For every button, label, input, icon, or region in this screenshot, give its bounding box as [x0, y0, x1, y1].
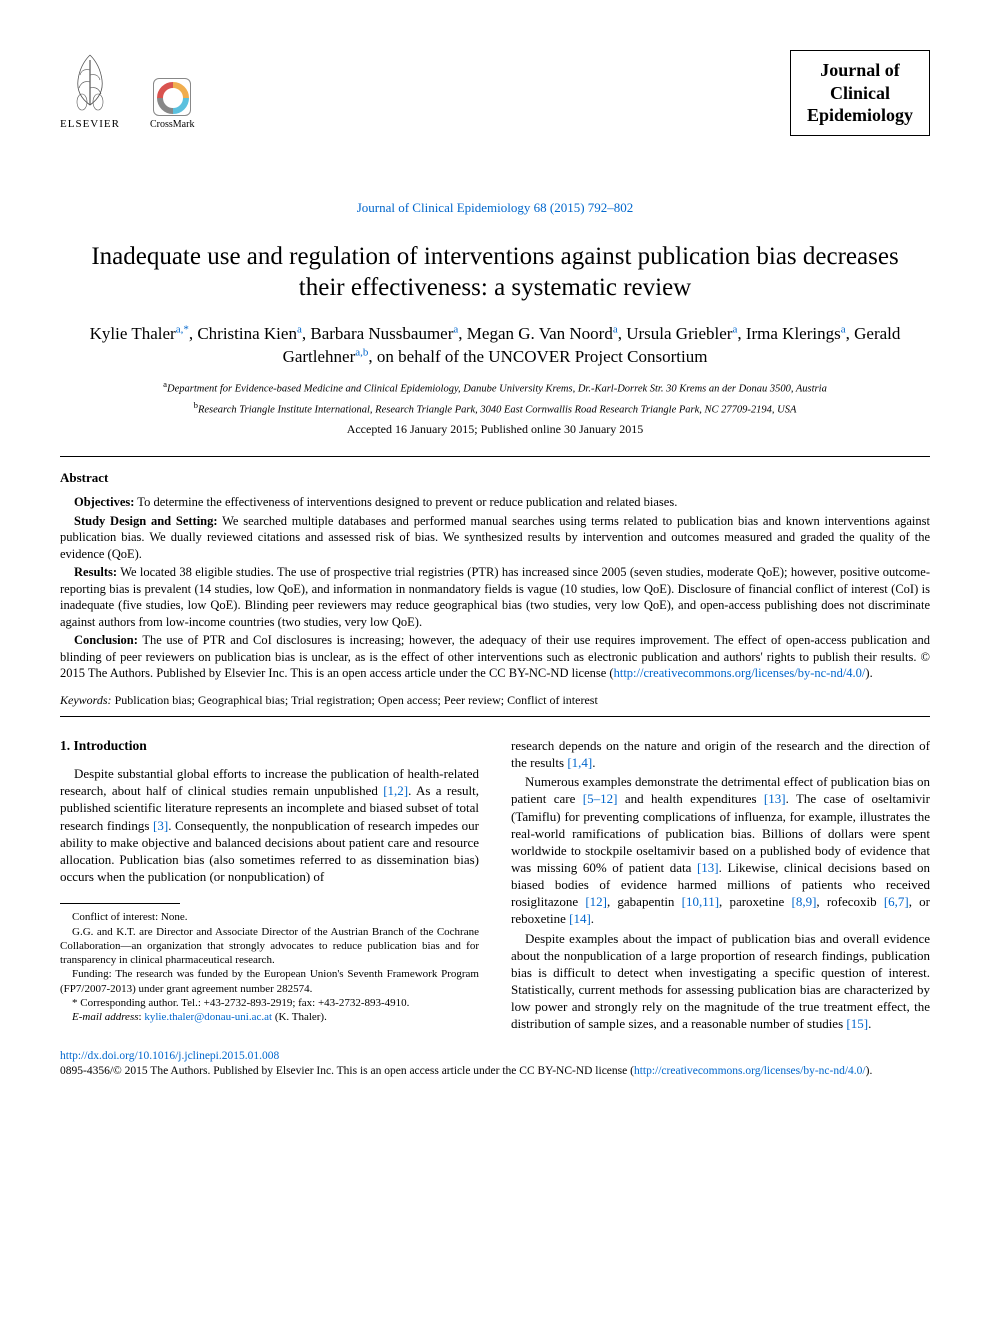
keywords-label: Keywords:	[60, 693, 112, 707]
footnote-rule	[60, 903, 180, 904]
cc-license-link[interactable]: http://creativecommons.org/licenses/by-n…	[614, 666, 866, 680]
journal-box-line2: Clinical	[803, 82, 917, 105]
rule-top	[60, 456, 930, 457]
doi-link[interactable]: http://dx.doi.org/10.1016/j.jclinepi.201…	[60, 1050, 279, 1062]
journal-citation[interactable]: Journal of Clinical Epidemiology 68 (201…	[60, 144, 930, 217]
affiliation-a: aDepartment for Evidence-based Medicine …	[60, 379, 930, 397]
cite-8-9[interactable]: [8,9]	[792, 894, 817, 909]
journal-title-box: Journal of Clinical Epidemiology	[790, 50, 930, 136]
footnote-note1: G.G. and K.T. are Director and Associate…	[60, 925, 479, 968]
results-text: We located 38 eligible studies. The use …	[60, 565, 930, 629]
cite-13b[interactable]: [13]	[697, 860, 719, 875]
abstract-conclusion: Conclusion: The use of PTR and CoI discl…	[60, 632, 930, 682]
cite-15[interactable]: [15]	[846, 1016, 868, 1031]
cite-1-4[interactable]: [1,4]	[567, 755, 592, 770]
footnote-corresponding: * Corresponding author. Tel.: +43-2732-8…	[60, 996, 479, 1010]
right-column: research depends on the nature and origi…	[511, 737, 930, 1035]
page-header: ELSEVIER CrossMark Journal of Clinical	[60, 50, 930, 136]
design-label: Study Design and Setting:	[74, 514, 218, 528]
conclusion-text-2: ).	[865, 666, 872, 680]
footnote-funding: Funding: The research was funded by the …	[60, 967, 479, 996]
elsevier-tree-icon	[60, 50, 120, 115]
crossmark-icon	[153, 78, 191, 116]
cite-1-2[interactable]: [1,2]	[383, 783, 408, 798]
intro-p3: Despite examples about the impact of pub…	[511, 930, 930, 1033]
keywords-line: Keywords: Publication bias; Geographical…	[60, 692, 930, 708]
email-link[interactable]: kylie.thaler@donau-uni.ac.at	[144, 1011, 272, 1023]
article-title: Inadequate use and regulation of interve…	[90, 241, 900, 304]
cite-13a[interactable]: [13]	[764, 791, 786, 806]
copyright-line: 0895-4356/© 2015 The Authors. Published …	[60, 1064, 930, 1080]
email-name: (K. Thaler).	[272, 1011, 327, 1023]
abstract-heading: Abstract	[60, 469, 930, 487]
intro-p1-continued: research depends on the nature and origi…	[511, 737, 930, 771]
crossmark-badge[interactable]: CrossMark	[150, 78, 194, 132]
cite-12[interactable]: [12]	[585, 894, 607, 909]
journal-box-line1: Journal of	[803, 59, 917, 82]
journal-citation-link[interactable]: Journal of Clinical Epidemiology 68 (201…	[357, 200, 634, 215]
conclusion-label: Conclusion:	[74, 633, 138, 647]
objectives-label: Objectives:	[74, 495, 134, 509]
author-list: Kylie Thalera,*, Christina Kiena, Barbar…	[60, 322, 930, 370]
cite-14[interactable]: [14]	[569, 911, 591, 926]
cite-5-12[interactable]: [5–12]	[583, 791, 618, 806]
email-label: E-mail address	[72, 1011, 139, 1023]
elsevier-label: ELSEVIER	[60, 117, 120, 132]
body-columns: 1. Introduction Despite substantial glob…	[60, 737, 930, 1035]
left-column: 1. Introduction Despite substantial glob…	[60, 737, 479, 1035]
intro-p1: Despite substantial global efforts to in…	[60, 765, 479, 885]
page-footer: http://dx.doi.org/10.1016/j.jclinepi.201…	[60, 1049, 930, 1080]
license-link[interactable]: http://creativecommons.org/licenses/by-n…	[634, 1065, 866, 1077]
results-label: Results:	[74, 565, 117, 579]
abstract-design: Study Design and Setting: We searched mu…	[60, 513, 930, 563]
page-container: ELSEVIER CrossMark Journal of Clinical	[0, 0, 990, 1110]
header-left-group: ELSEVIER CrossMark	[60, 50, 194, 132]
crossmark-label: CrossMark	[150, 118, 194, 132]
abstract-results: Results: We located 38 eligible studies.…	[60, 564, 930, 630]
publication-dates: Accepted 16 January 2015; Published onli…	[60, 421, 930, 437]
cite-6-7[interactable]: [6,7]	[884, 894, 909, 909]
intro-heading: 1. Introduction	[60, 737, 479, 755]
footnote-email: E-mail address: kylie.thaler@donau-uni.a…	[60, 1010, 479, 1024]
keywords-text: Publication bias; Geographical bias; Tri…	[112, 693, 598, 707]
journal-box-line3: Epidemiology	[803, 104, 917, 127]
footnote-coi: Conflict of interest: None.	[60, 910, 479, 924]
cite-10-11[interactable]: [10,11]	[682, 894, 719, 909]
objectives-text: To determine the effectiveness of interv…	[134, 495, 677, 509]
elsevier-logo: ELSEVIER	[60, 50, 120, 132]
cite-3[interactable]: [3]	[153, 818, 168, 833]
abstract-objectives: Objectives: To determine the effectivene…	[60, 494, 930, 511]
affiliation-b: bResearch Triangle Institute Internation…	[60, 400, 930, 418]
intro-p2: Numerous examples demonstrate the detrim…	[511, 773, 930, 927]
rule-bottom	[60, 716, 930, 717]
